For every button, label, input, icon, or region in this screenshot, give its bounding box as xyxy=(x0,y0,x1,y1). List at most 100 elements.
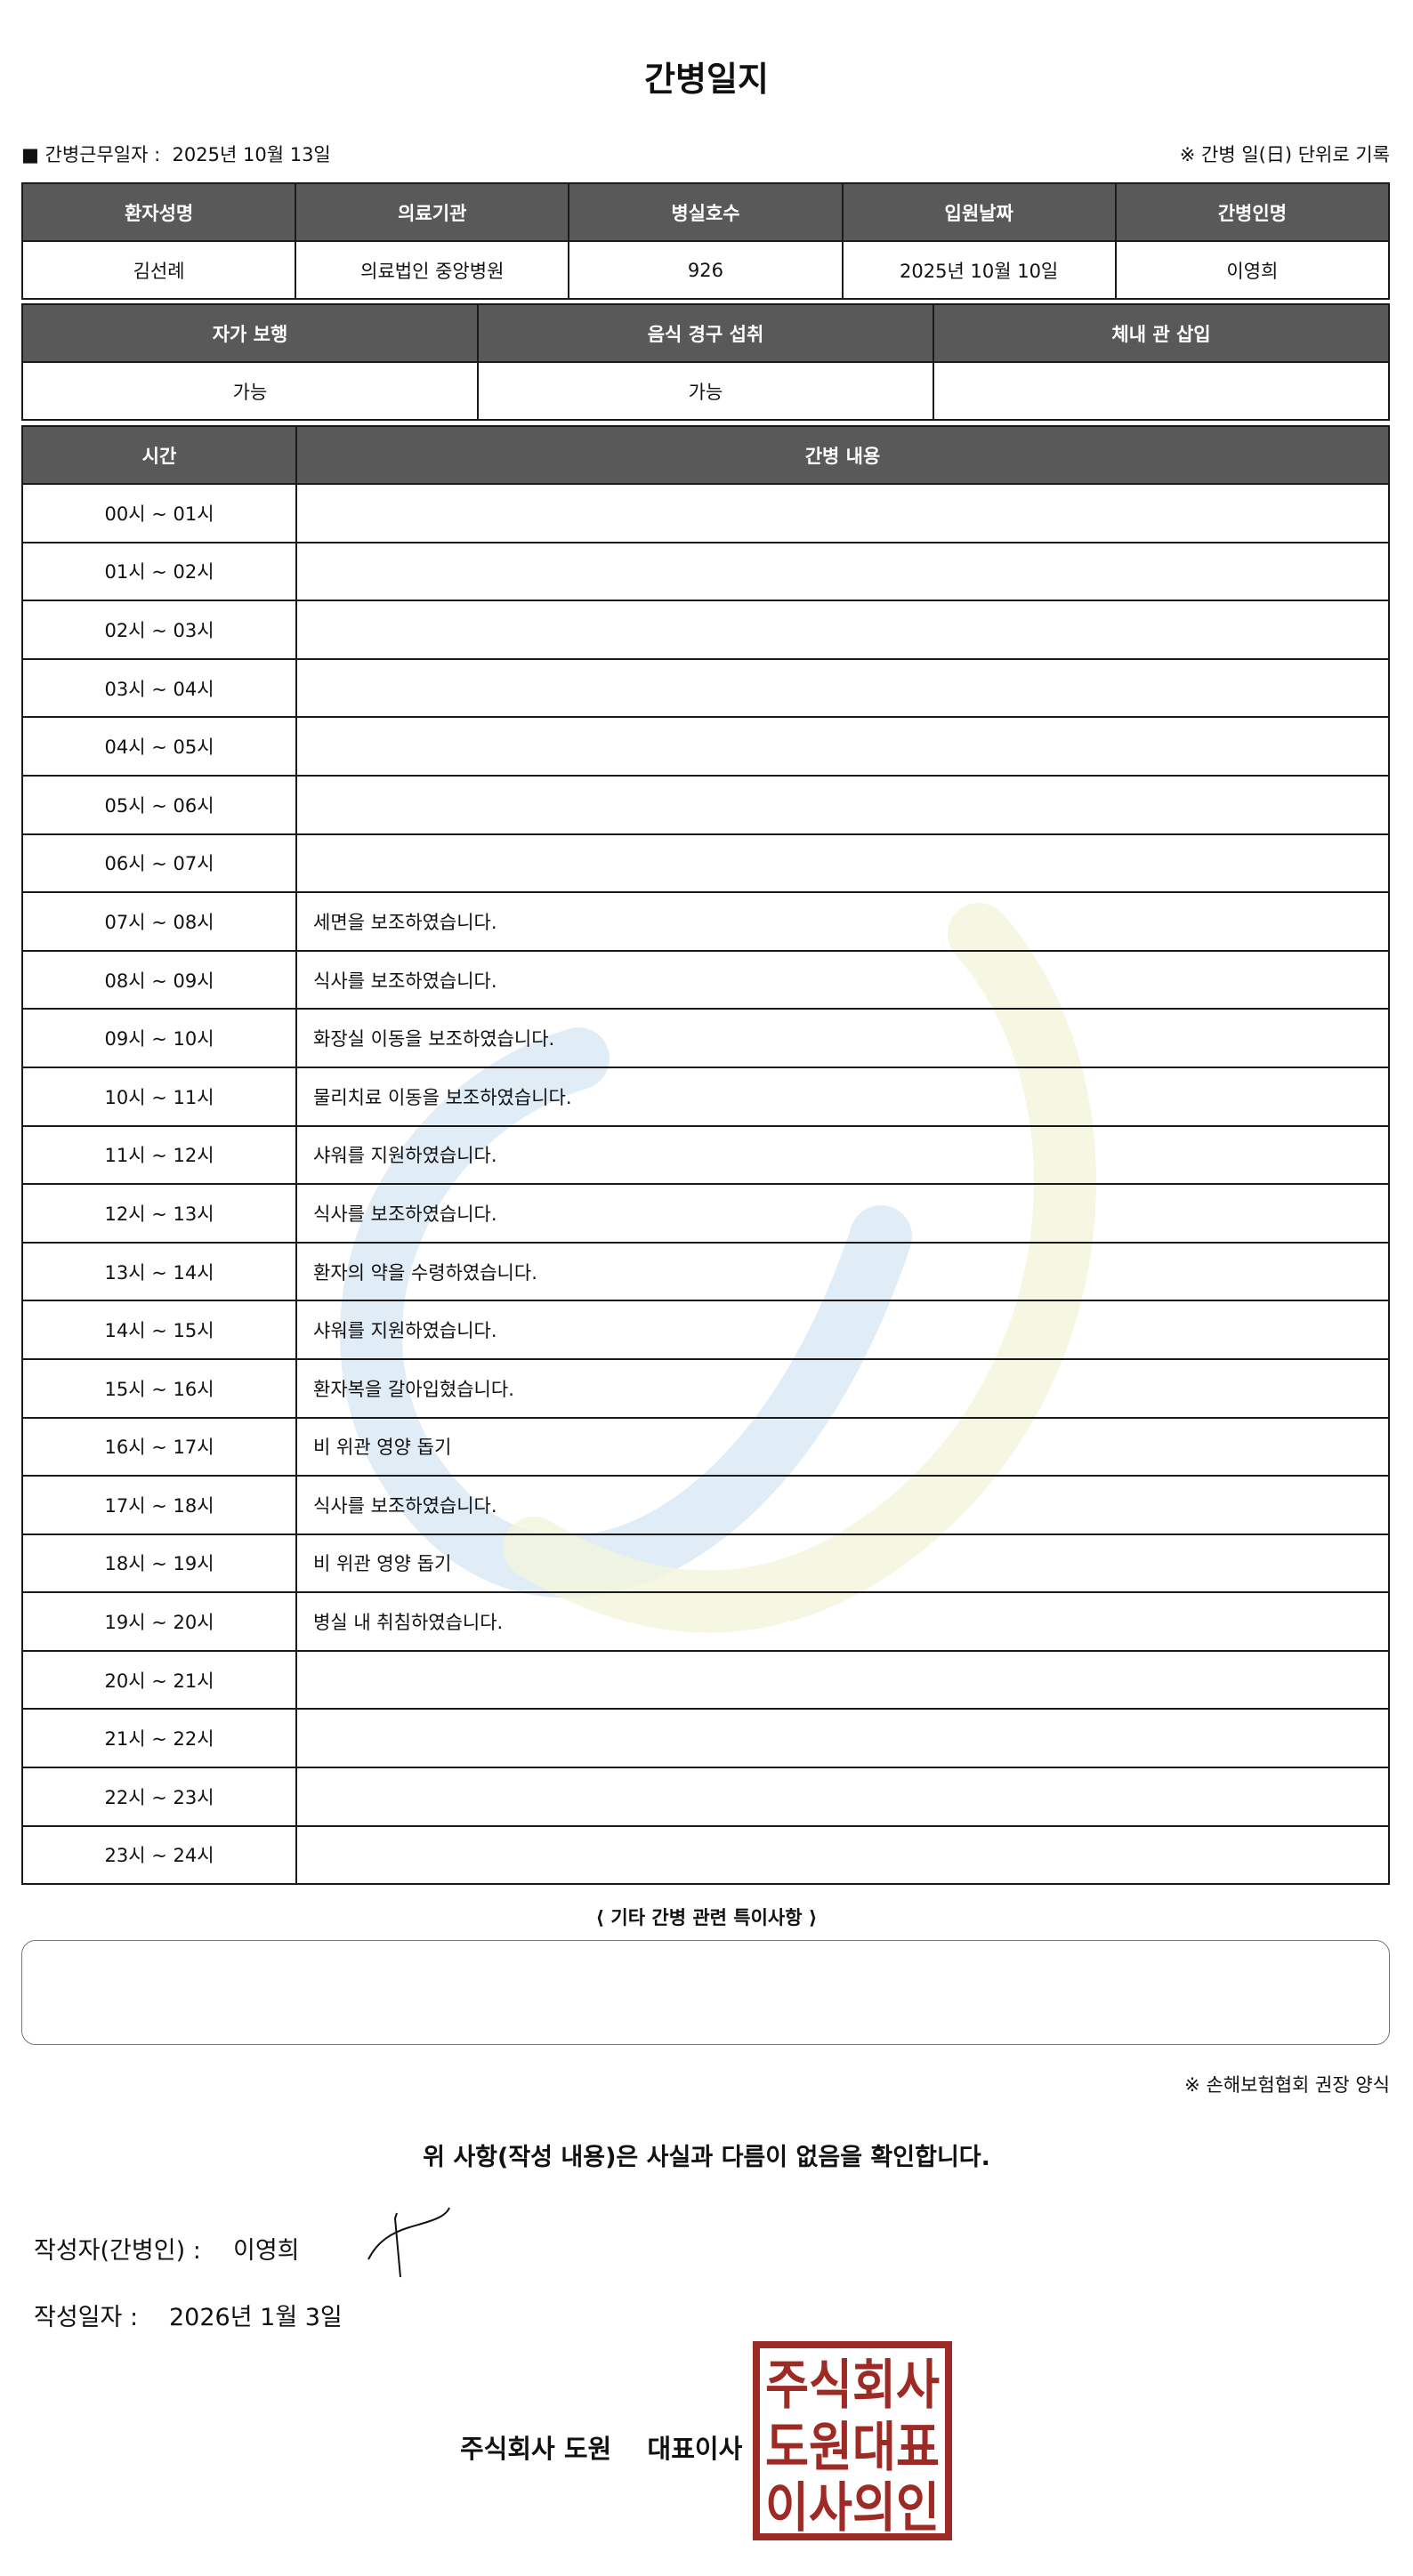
care-content: 식사를 보조하였습니다. xyxy=(295,1475,1390,1535)
time-slot: 02시 ~ 03시 xyxy=(21,600,297,660)
status-table: 자가 보행 음식 경구 섭취 체내 관 삽입 가능 가능 xyxy=(21,303,1390,421)
care-content: 화장실 이동을 보조하였습니다. xyxy=(295,1008,1390,1068)
table-row: 08시 ~ 09시 식사를 보조하였습니다. xyxy=(21,949,1390,1010)
header-cell: 의료기관 xyxy=(295,182,570,242)
table-row: 11시 ~ 12시 샤워를 지원하였습니다. xyxy=(21,1124,1390,1186)
time-slot: 14시 ~ 15시 xyxy=(21,1300,297,1360)
time-slot: 12시 ~ 13시 xyxy=(21,1183,297,1244)
table-row: 06시 ~ 07시 xyxy=(21,833,1390,894)
table-row: 22시 ~ 23시 xyxy=(21,1767,1390,1827)
time-slot: 18시 ~ 19시 xyxy=(21,1533,297,1594)
oral-intake: 가능 xyxy=(477,361,934,421)
care-content: 샤워를 지원하였습니다. xyxy=(295,1124,1390,1186)
table-row: 23시 ~ 24시 xyxy=(21,1824,1390,1886)
table-row: 04시 ~ 05시 xyxy=(21,716,1390,777)
table-row: 14시 ~ 15시 샤워를 지원하였습니다. xyxy=(21,1300,1390,1360)
header-cell: 환자성명 xyxy=(20,182,297,242)
time-slot: 01시 ~ 02시 xyxy=(21,541,297,602)
time-slot: 00시 ~ 01시 xyxy=(21,483,297,543)
tube-insertion xyxy=(933,361,1390,421)
work-date-label: ■ 간병근무일자 : xyxy=(21,144,161,165)
care-content xyxy=(295,541,1390,602)
patient-name: 김선례 xyxy=(20,240,297,300)
work-date-value: 2025년 10월 13일 xyxy=(172,144,331,165)
care-content: 병실 내 취침하였습니다. xyxy=(295,1591,1390,1652)
room-number: 926 xyxy=(568,240,844,300)
care-content xyxy=(295,833,1390,894)
care-content: 환자복을 갈아입혔습니다. xyxy=(295,1357,1390,1419)
care-content: 비 위관 영양 돕기 xyxy=(295,1416,1390,1477)
svg-text:이사의인: 이사의인 xyxy=(765,2477,940,2533)
care-content xyxy=(295,1708,1390,1769)
care-content: 식사를 보조하였습니다. xyxy=(295,1183,1390,1244)
table-row: 18시 ~ 19시 비 위관 영양 돕기 xyxy=(21,1533,1390,1594)
table-row: 12시 ~ 13시 식사를 보조하였습니다. xyxy=(21,1183,1390,1244)
table-row: 09시 ~ 10시 화장실 이동을 보조하였습니다. xyxy=(21,1008,1390,1068)
time-slot: 21시 ~ 22시 xyxy=(21,1708,297,1769)
table-row: 07시 ~ 08시 세면을 보조하였습니다. xyxy=(21,891,1390,952)
admission-date: 2025년 10월 10일 xyxy=(841,240,1117,300)
author-label: 작성자(간병인) : xyxy=(34,2237,201,2265)
time-slot: 17시 ~ 18시 xyxy=(21,1475,297,1535)
care-content: 식사를 보조하였습니다. xyxy=(295,949,1390,1010)
care-content: 샤워를 지원하였습니다. xyxy=(295,1300,1390,1360)
hospital: 의료법인 중앙병원 xyxy=(295,240,570,300)
time-slot: 04시 ~ 05시 xyxy=(21,716,297,777)
table-row: 19시 ~ 20시 병실 내 취침하였습니다. xyxy=(21,1591,1390,1652)
daily-record-note: ※ 간병 일(日) 단위로 기록 xyxy=(1179,144,1390,165)
time-slot: 07시 ~ 08시 xyxy=(21,891,297,952)
care-content: 비 위관 영양 돕기 xyxy=(295,1533,1390,1594)
time-slot: 16시 ~ 17시 xyxy=(21,1416,297,1477)
time-slot: 09시 ~ 10시 xyxy=(21,1008,297,1068)
care-content xyxy=(295,716,1390,777)
page-title: 간병일지 xyxy=(644,60,769,99)
work-date: ■ 간병근무일자 : 2025년 10월 13일 xyxy=(21,141,331,167)
caregiver-name: 이영희 xyxy=(1114,240,1391,300)
time-slot: 06시 ~ 07시 xyxy=(21,833,297,894)
svg-text:주식회사: 주식회사 xyxy=(765,2355,940,2417)
care-content xyxy=(295,1824,1390,1886)
header-cell: 자가 보행 xyxy=(21,303,479,363)
header-cell: 체내 관 삽입 xyxy=(933,303,1390,363)
table-row: 21시 ~ 22시 xyxy=(21,1708,1390,1769)
header-cell: 음식 경구 섭취 xyxy=(477,303,934,363)
time-slot: 23시 ~ 24시 xyxy=(21,1824,297,1886)
table-row: 03시 ~ 04시 xyxy=(21,657,1390,719)
table-row: 02시 ~ 03시 xyxy=(21,600,1390,660)
special-notes-box xyxy=(21,1940,1390,2045)
care-content xyxy=(295,600,1390,660)
special-notes-label: ⟨ 기타 간병 관련 특이사항 ⟩ xyxy=(595,1907,818,1928)
header-cell: 병실호수 xyxy=(568,182,844,242)
association-note: ※ 손해보험협회 권장 양식 xyxy=(1184,2074,1390,2096)
care-content: 세면을 보조하였습니다. xyxy=(295,891,1390,952)
company-seal: 주식회사 도원대표 이사의인 xyxy=(753,2341,952,2540)
author-name: 이영희 xyxy=(233,2237,300,2265)
time-slot: 10시 ~ 11시 xyxy=(21,1066,297,1127)
care-content xyxy=(295,657,1390,719)
patient-table: 환자성명 의료기관 병실호수 입원날짜 간병인명 김선례 의료법인 중앙병원 926 2025… xyxy=(20,182,1391,300)
care-content xyxy=(295,1767,1390,1827)
svg-text:도원대표: 도원대표 xyxy=(765,2417,940,2479)
time-slot: 13시 ~ 14시 xyxy=(21,1241,297,1302)
header-cell: 간병인명 xyxy=(1114,182,1391,242)
table-row: 01시 ~ 02시 xyxy=(21,541,1390,602)
header-content: 간병 내용 xyxy=(295,425,1390,485)
time-slot: 08시 ~ 09시 xyxy=(21,949,297,1010)
care-content xyxy=(295,1649,1390,1711)
time-slot: 19시 ~ 20시 xyxy=(21,1591,297,1652)
table-row: 20시 ~ 21시 xyxy=(21,1649,1390,1711)
time-slot: 20시 ~ 21시 xyxy=(21,1649,297,1711)
care-content: 물리치료 이동을 보조하였습니다. xyxy=(295,1066,1390,1127)
self-walking: 가능 xyxy=(21,361,479,421)
header-time: 시간 xyxy=(21,425,297,485)
company-representative: 주식회사 도원 대표이사 xyxy=(460,2434,743,2464)
table-row: 10시 ~ 11시 물리치료 이동을 보조하였습니다. xyxy=(21,1066,1390,1127)
table-row: 15시 ~ 16시 환자복을 갈아입혔습니다. xyxy=(21,1357,1390,1419)
table-row: 00시 ~ 01시 xyxy=(21,483,1390,543)
care-table: 시간 간병 내용 00시 ~ 01시 01시 ~ 02시 02시 ~ 03시 03시 ~… xyxy=(21,425,1390,1886)
time-slot: 22시 ~ 23시 xyxy=(21,1767,297,1827)
signature xyxy=(367,2207,450,2278)
care-content xyxy=(295,483,1390,543)
table-row: 05시 ~ 06시 xyxy=(21,774,1390,835)
written-date-label: 작성일자 : xyxy=(34,2304,139,2331)
